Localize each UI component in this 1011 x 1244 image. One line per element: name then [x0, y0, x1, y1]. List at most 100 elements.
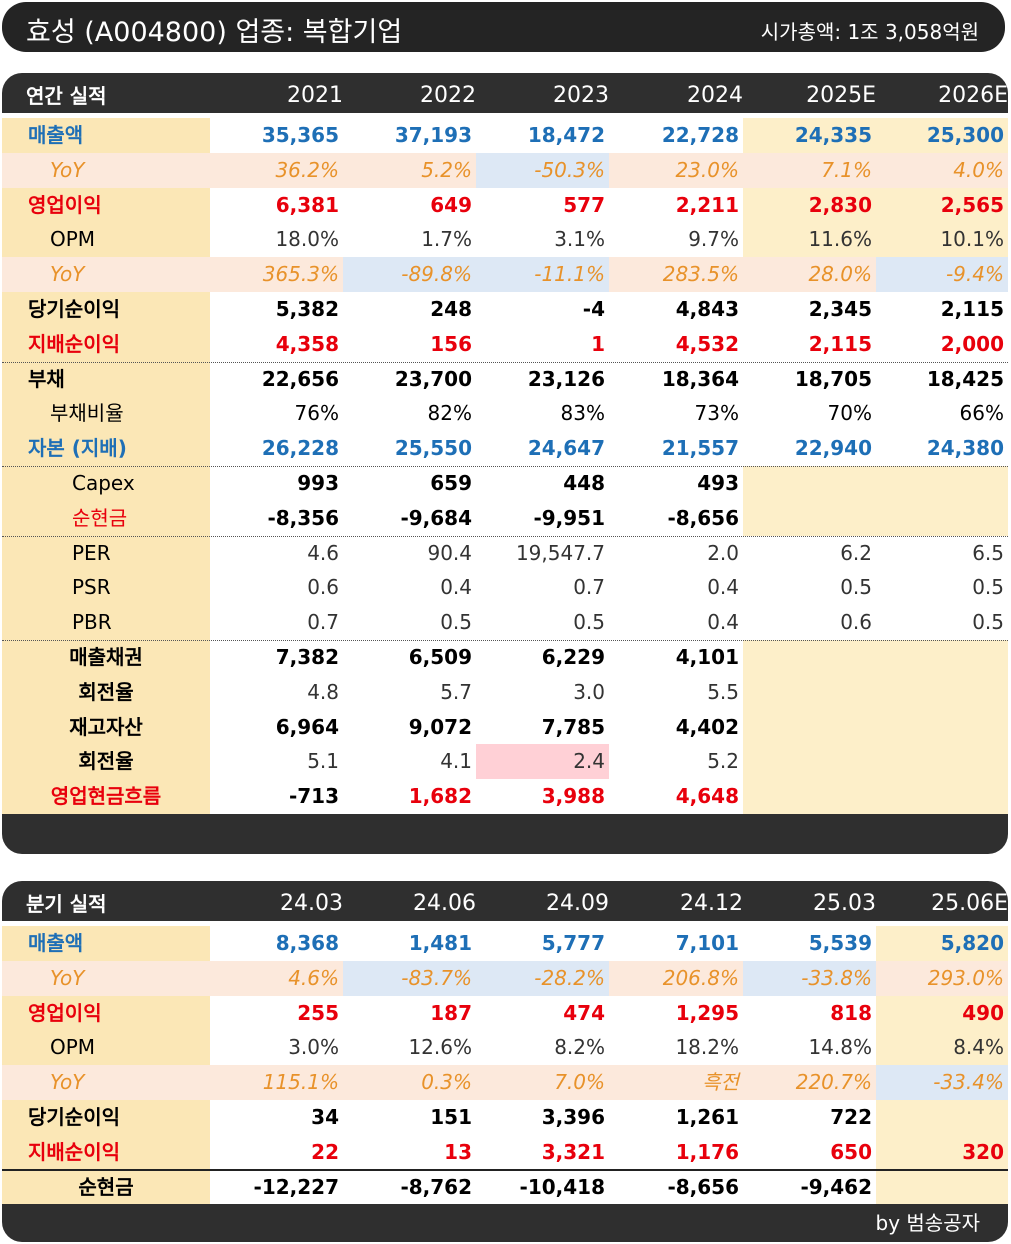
table-row: 매출액 35,365 37,193 18,472 22,728 24,335 25,300 — [2, 118, 1008, 153]
table-cell: -12,227 — [253, 1174, 339, 1199]
row-label: 매출액 — [2, 926, 210, 961]
table-cell: 151 — [430, 1105, 472, 1129]
table-cell: 22,940 — [794, 436, 872, 461]
table-cell — [743, 640, 876, 675]
row-label: 회전율 — [2, 744, 210, 780]
table-cell: 18,705 — [794, 366, 872, 391]
table-row: 부채 22,656 23,700 23,126 18,364 18,705 18,425 — [2, 361, 1008, 397]
table-cell: 4,532 — [675, 331, 739, 356]
table-cell: 4.8 — [307, 679, 339, 704]
table-cell: 6.5 — [972, 540, 1004, 565]
table-cell: 490 — [876, 995, 1008, 1031]
table-cell: 0.5 — [972, 610, 1004, 635]
table-cell: 21,557 — [661, 436, 739, 461]
table-cell: 6,381 — [275, 192, 339, 217]
table-cell — [876, 466, 1008, 501]
row-label: 회전율 — [2, 674, 210, 710]
table-cell: -28.2% — [476, 960, 609, 996]
table-cell: 5.1 — [307, 749, 339, 774]
table-cell: 3.1% — [554, 227, 605, 252]
table-cell: 6.2 — [840, 540, 872, 565]
table-cell — [876, 1100, 1008, 1135]
table-cell: 1,261 — [675, 1105, 739, 1129]
table-row: 영업이익 6,381 649 577 2,211 2,830 2,565 — [2, 187, 1008, 223]
table-cell: 13 — [444, 1139, 472, 1164]
table-cell: -8,656 — [667, 1174, 739, 1199]
quarterly-panel: 분기 실적 24.03 24.06 24.09 24.12 25.03 25.06E 매출액 8… — [2, 881, 1008, 1243]
table-cell: 5.2 — [707, 749, 739, 774]
table-row: PBR 0.7 0.5 0.5 0.4 0.6 0.5 — [2, 605, 1008, 640]
column-header: 24.03 — [280, 891, 343, 916]
table-cell: 14.8% — [808, 1035, 872, 1060]
table-cell: 22,728 — [661, 123, 739, 147]
table-cell: 4,358 — [275, 331, 339, 356]
row-divider — [2, 535, 1008, 537]
table-cell: -9,462 — [800, 1174, 872, 1199]
table-cell: 18,425 — [926, 366, 1004, 391]
row-divider — [2, 361, 1008, 363]
table-cell: -8,356 — [267, 505, 339, 530]
table-cell: 83% — [560, 401, 605, 426]
table-cell: 25,300 — [876, 118, 1008, 153]
table-cell: 26,228 — [261, 436, 339, 461]
table-cell: 8,368 — [275, 931, 339, 955]
table-cell: -4 — [582, 297, 605, 321]
row-label: YoY — [2, 1065, 210, 1100]
table-cell — [743, 744, 876, 780]
table-cell: 2,115 — [940, 297, 1004, 321]
row-label: YoY — [2, 257, 210, 292]
table-cell — [876, 779, 1008, 814]
table-cell: -9,951 — [533, 505, 605, 530]
table-cell: 6,229 — [541, 645, 605, 669]
table-cell: 1,176 — [675, 1139, 739, 1164]
row-label: YoY — [2, 960, 210, 996]
table-cell: 70% — [827, 401, 872, 426]
page-title: 효성 (A004800) 업종: 복합기업 — [26, 17, 403, 48]
table-cell: 2,565 — [876, 187, 1008, 223]
row-label: 매출채권 — [2, 640, 210, 675]
table-row: 자본 (지배) 26,228 25,550 24,647 21,557 22,940 24,… — [2, 431, 1008, 466]
table-cell: 0.5 — [972, 575, 1004, 600]
column-header: 25.06E — [931, 891, 1008, 916]
table-cell: 4.6 — [307, 540, 339, 565]
table-row: PER 4.6 90.4 19,547.7 2.0 6.2 6.5 — [2, 535, 1008, 571]
table-row: 지배순이익 22 13 3,321 1,176 650 320 — [2, 1134, 1008, 1170]
table-cell: 6,964 — [275, 714, 339, 739]
table-cell: 818 — [830, 1000, 872, 1025]
column-header: 24.12 — [680, 891, 743, 916]
table-cell: 4,648 — [675, 784, 739, 809]
table-cell: 1,481 — [408, 931, 472, 955]
table-row: 회전율 4.8 5.7 3.0 5.5 — [2, 674, 1008, 710]
table-cell: 4,843 — [675, 297, 739, 321]
title-bar: 효성 (A004800) 업종: 복합기업 시가총액: 1조 3,058억원 — [2, 2, 1005, 52]
row-label: OPM — [2, 222, 210, 258]
row-label: 영업현금흐름 — [2, 779, 210, 814]
table-cell: 5.7 — [440, 679, 472, 704]
table-cell: 1.7% — [421, 227, 472, 252]
table-row: 부채비율 76% 82% 83% 73% 70% 66% — [2, 396, 1008, 432]
table-row: 영업이익 255 187 474 1,295 818 490 — [2, 995, 1008, 1031]
table-cell: 18.0% — [275, 227, 339, 252]
table-cell: 37,193 — [394, 123, 472, 147]
table-cell: 8.4% — [876, 1030, 1008, 1066]
row-label: 재고자산 — [2, 709, 210, 745]
table-cell: 24,647 — [527, 436, 605, 461]
row-label: 부채 — [2, 361, 210, 397]
table-cell: 448 — [563, 471, 605, 495]
table-cell: 722 — [830, 1105, 872, 1129]
row-label: 당기순이익 — [2, 292, 210, 327]
table-row: 지배순이익 4,358 156 1 4,532 2,115 2,000 — [2, 326, 1008, 362]
row-label: 자본 (지배) — [2, 431, 210, 466]
table-cell — [743, 779, 876, 814]
table-cell: 649 — [430, 192, 472, 217]
table-cell: 7,785 — [541, 714, 605, 739]
row-label: 당기순이익 — [2, 1100, 210, 1135]
table-row: YoY 365.3% -89.8% -11.1% 283.5% 28.0% -9.4% — [2, 257, 1008, 292]
table-cell: 0.7 — [307, 610, 339, 635]
row-label: Capex — [2, 466, 210, 501]
table-cell: 8.2% — [554, 1035, 605, 1060]
table-cell: 1,295 — [675, 1000, 739, 1025]
annual-header-bar: 연간 실적 2021 2022 2023 2024 2025E 2026E — [2, 73, 1008, 113]
table-cell: 2,211 — [675, 192, 739, 217]
table-cell: -83.7% — [343, 960, 476, 996]
